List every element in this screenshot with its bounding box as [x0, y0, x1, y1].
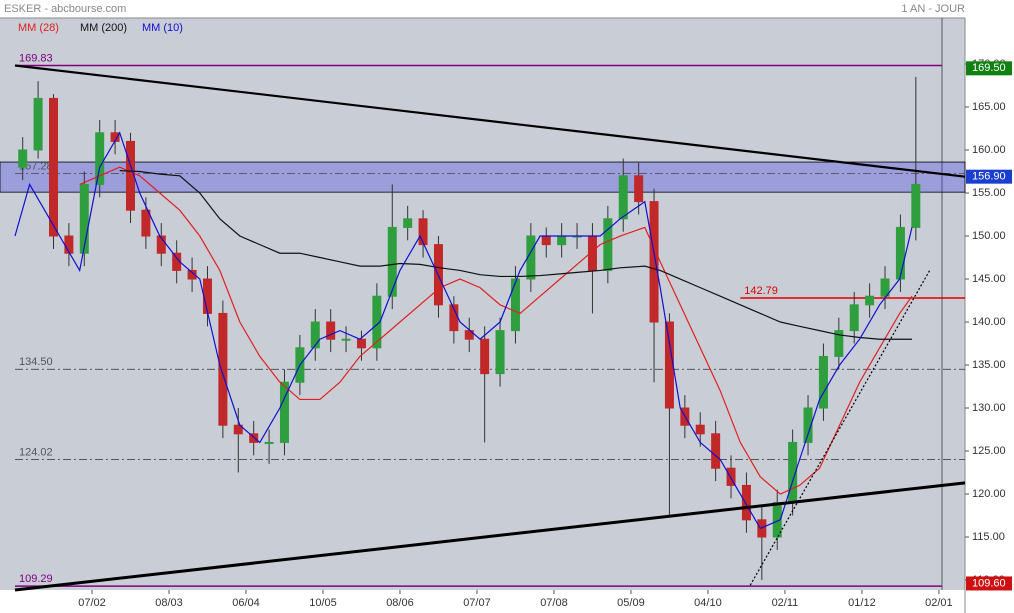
y-tick-label: 140.00: [972, 316, 1006, 328]
x-tick-label: 02/11: [772, 597, 799, 609]
legend-entry: MM (10): [142, 22, 183, 34]
y-tick-label: 135.00: [972, 359, 1006, 371]
x-tick-label: 08/03: [155, 597, 183, 609]
candle-body: [326, 321, 336, 340]
candle-body: [818, 355, 828, 409]
x-tick-label: 07/07: [463, 597, 491, 609]
x-tick-label: 04/10: [694, 597, 722, 609]
candle-body: [202, 278, 212, 314]
price-badge-label: 156.90: [972, 171, 1006, 183]
chart-title: ESKER - abcbourse.com: [4, 3, 126, 15]
candle-body: [865, 295, 875, 306]
price-badge: [966, 169, 1012, 184]
x-tick-label: 02/01: [925, 597, 953, 609]
candle-body: [125, 140, 135, 211]
candle-body: [557, 235, 567, 246]
level-label: 124.02: [19, 446, 53, 458]
candle-body: [403, 218, 413, 228]
candle-body: [803, 407, 813, 443]
y-tick-label: 115.00: [972, 531, 1005, 543]
candle-body: [387, 226, 397, 297]
candle-body: [310, 321, 320, 349]
candle-body: [279, 381, 289, 443]
moving-average: [119, 170, 912, 340]
candle-body: [911, 183, 921, 228]
y-tick-label: 125.00: [972, 445, 1006, 457]
x-tick-label: 05/09: [617, 597, 645, 609]
x-tick-label: 01/12: [848, 597, 876, 609]
candle-body: [249, 433, 259, 443]
y-tick-label: 130.00: [972, 402, 1006, 414]
y-tick-label: 160.00: [972, 144, 1006, 156]
x-tick-label: 07/02: [78, 597, 106, 609]
candle-body: [418, 218, 428, 246]
y-tick-label: 150.00: [972, 230, 1006, 242]
candle-body: [741, 484, 751, 521]
candle-body: [880, 278, 890, 297]
price-badge: [966, 576, 1012, 591]
candle-body: [156, 235, 166, 254]
y-tick-label: 165.00: [972, 101, 1006, 113]
trend-line: [14, 481, 966, 592]
level-label: 142.79: [744, 285, 778, 297]
plot-background: [0, 18, 965, 590]
candle-body: [341, 338, 351, 341]
candle-body: [711, 433, 721, 469]
legend-entry: MM (200): [80, 22, 127, 34]
moving-average: [79, 166, 913, 495]
price-badge: [966, 61, 1012, 76]
candle-body: [495, 330, 505, 375]
x-tick-label: 07/08: [540, 597, 568, 609]
candle-body: [141, 209, 151, 237]
candle-body: [618, 175, 628, 220]
y-tick-label: 145.00: [972, 273, 1006, 285]
candle-body: [233, 424, 243, 435]
candle-body: [372, 295, 382, 349]
candle-body: [356, 338, 366, 349]
candle-body: [895, 226, 905, 280]
candle-body: [33, 97, 43, 151]
candle-body: [695, 424, 705, 435]
y-tick-label: 155.00: [972, 187, 1006, 199]
candle-body: [634, 175, 644, 203]
price-band: [0, 161, 966, 193]
candle-body: [510, 278, 520, 332]
level-label: 157.28: [19, 160, 53, 172]
candle-body: [264, 441, 274, 444]
candle-body: [79, 183, 89, 254]
candle-body: [649, 201, 659, 323]
trend-line: [749, 270, 931, 586]
level-label: 134.50: [19, 356, 53, 368]
candle-body: [726, 467, 736, 486]
candle-body: [187, 269, 197, 280]
candle-body: [664, 321, 674, 409]
candle-body: [603, 218, 613, 271]
candle-body: [526, 235, 536, 280]
candle-body: [849, 304, 859, 332]
level-label: 109.29: [19, 573, 53, 585]
candle-body: [64, 235, 74, 254]
candle-body: [541, 235, 551, 246]
candle-body: [48, 97, 58, 237]
candle-body: [95, 132, 105, 185]
candle-body: [757, 519, 767, 538]
candle-body: [18, 149, 28, 168]
level-label: 169.83: [19, 52, 53, 64]
trend-line: [14, 64, 966, 178]
price-badge-label: 109.60: [972, 577, 1006, 589]
candle-body: [480, 338, 490, 375]
candle-body: [834, 330, 844, 357]
price-badge-label: 169.50: [972, 62, 1006, 74]
y-tick-label: 120.00: [972, 488, 1006, 500]
legend-entry: MM (28): [18, 22, 59, 34]
x-tick-label: 10/05: [309, 597, 337, 609]
period-label: 1 AN - JOUR: [901, 3, 965, 15]
x-tick-label: 06/04: [232, 597, 260, 609]
candle-body: [218, 312, 228, 426]
moving-average: [14, 131, 913, 530]
x-tick-label: 08/06: [386, 597, 414, 609]
